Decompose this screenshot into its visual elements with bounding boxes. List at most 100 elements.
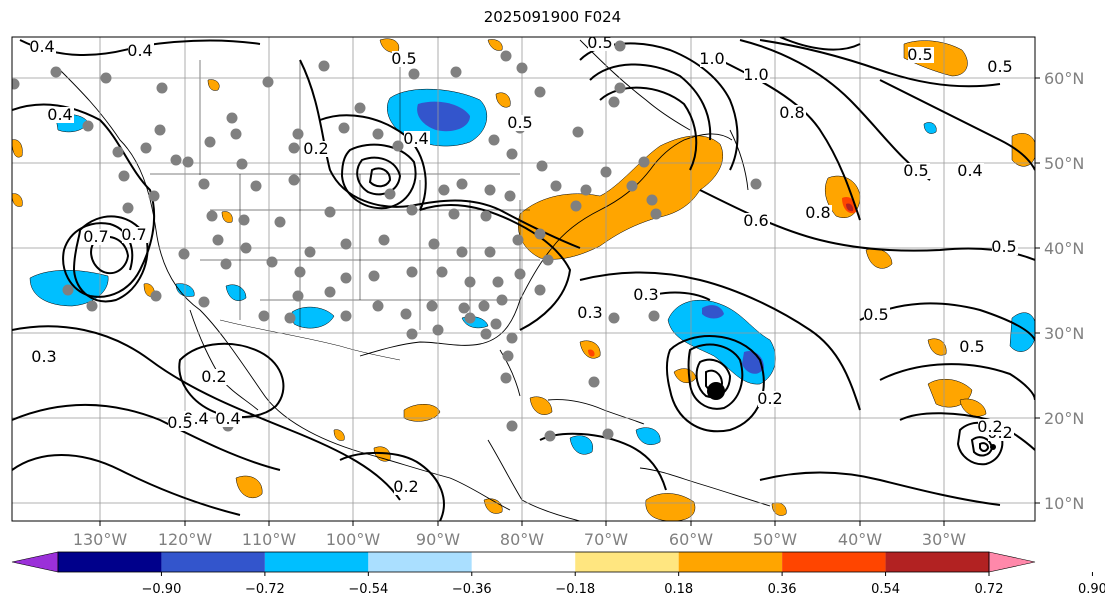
colorbar-tick-label: −0.54 <box>348 582 388 597</box>
station-dot <box>428 238 440 250</box>
negative-anomaly-area <box>291 306 335 329</box>
station-dot <box>514 268 526 280</box>
station-dot <box>646 194 658 206</box>
station-dot <box>572 126 584 138</box>
longitude-label: 120°W <box>158 530 213 549</box>
station-dot <box>324 206 336 218</box>
station-dot <box>600 166 612 178</box>
station-dot <box>118 170 130 182</box>
latitude-label: 20°N <box>1044 409 1084 428</box>
positive-anomaly-area <box>12 139 23 158</box>
station-dot <box>292 128 304 140</box>
colorbar-swatch <box>782 552 886 572</box>
colorbar-swatch <box>58 552 162 572</box>
negative-anomaly-area <box>569 435 593 455</box>
contour-label: 0.5 <box>987 57 1012 76</box>
contour-label: 1.0 <box>699 49 724 68</box>
cyclone-center-marker <box>707 382 725 400</box>
colorbar-swatch <box>264 552 369 572</box>
contour-label-bg <box>634 287 660 303</box>
station-dot <box>284 312 296 324</box>
map-background <box>12 37 1035 521</box>
station-dot <box>516 62 528 74</box>
station-dot <box>148 190 160 202</box>
longitude-label: 40°W <box>838 530 882 549</box>
station-dot <box>608 312 620 324</box>
station-dot <box>274 216 286 228</box>
station-dot <box>504 190 516 202</box>
station-dot <box>354 102 366 114</box>
station-dot <box>266 256 278 268</box>
positive-anomaly-area <box>529 396 553 415</box>
station-dot <box>154 124 166 136</box>
cyclone-center-marker <box>990 444 996 450</box>
station-dot <box>438 184 450 196</box>
colorbar-swatch <box>575 552 679 572</box>
positive-anomaly-area <box>1011 133 1035 167</box>
station-dot <box>240 242 252 254</box>
negative-anomaly-area <box>225 284 247 301</box>
station-markers <box>12 40 762 442</box>
contour-label: 0.4 <box>215 409 240 428</box>
station-dot <box>156 82 168 94</box>
station-dot <box>534 284 546 296</box>
station-dot <box>480 328 492 340</box>
station-dot <box>750 178 762 190</box>
station-dot <box>478 300 490 312</box>
station-dot <box>62 284 74 296</box>
contour-label-bg <box>394 479 420 495</box>
colorbar-tick-label: −0.36 <box>452 582 492 597</box>
colorbar-swatch <box>161 552 265 572</box>
station-dot <box>492 276 504 288</box>
colorbar-tick-label: 0.18 <box>664 582 693 597</box>
station-dot <box>650 208 662 220</box>
contour-label-bg <box>168 415 194 431</box>
station-dot <box>580 184 592 196</box>
station-dot <box>456 246 468 258</box>
contour-label-bg <box>304 141 330 157</box>
station-dot <box>178 248 190 260</box>
contour-label-bg <box>978 419 1004 435</box>
station-dot <box>150 290 162 302</box>
station-dot <box>534 228 546 240</box>
station-dot <box>238 214 250 226</box>
colorbar-tick-label: −0.90 <box>142 582 182 597</box>
station-dot <box>448 208 460 220</box>
contour-label-bg <box>904 163 930 179</box>
station-dot <box>230 128 242 140</box>
longitude-label: 30°W <box>922 530 966 549</box>
station-dot <box>206 210 218 222</box>
negative-anomaly-area <box>635 427 661 445</box>
contour-label: 0.3 <box>577 303 602 322</box>
station-dot <box>122 202 134 214</box>
latitude-label: 10°N <box>1044 494 1084 513</box>
contour-label-bg <box>48 107 74 123</box>
colorbar-swatch <box>678 552 783 572</box>
contour-label: 0.5 <box>391 49 416 68</box>
contour-label: 0.4 <box>403 129 428 148</box>
longitude-label: 80°W <box>500 530 544 549</box>
plot-title: 2025091900 F024 <box>483 8 622 26</box>
station-dot <box>400 308 412 320</box>
negative-anomaly-area <box>1009 312 1035 352</box>
contour-label: 0.5 <box>903 161 928 180</box>
positive-anomaly-area <box>959 398 987 417</box>
latitude-label: 60°N <box>1044 69 1084 88</box>
station-dot <box>220 258 232 270</box>
contour-label: 0.5 <box>587 33 612 52</box>
strong-positive-anomaly-area <box>588 349 595 357</box>
contour-label: 0.7 <box>83 227 108 246</box>
longitude-label: 70°W <box>584 530 628 549</box>
station-dot <box>500 372 512 384</box>
station-dot <box>534 86 546 98</box>
strong-negative-anomaly-area <box>417 101 470 132</box>
station-dot <box>198 178 210 190</box>
map-frame <box>11 36 1036 522</box>
station-dot <box>500 50 512 62</box>
colorbar-tick-label: 0.90 <box>1078 582 1105 597</box>
station-dot <box>648 310 660 322</box>
contour-label: 0.2 <box>393 477 418 496</box>
station-dot <box>588 376 600 388</box>
axis-ticks <box>99 77 1040 526</box>
station-dot <box>542 254 554 266</box>
